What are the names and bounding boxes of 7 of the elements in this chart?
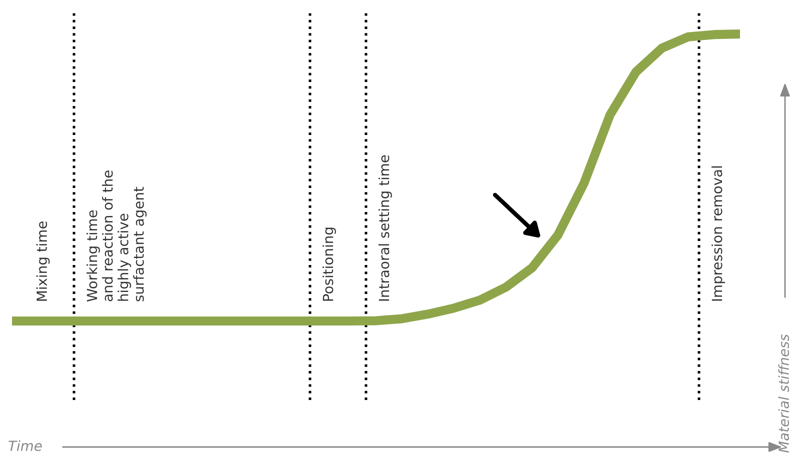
annotation: Mixing time	[36, 221, 50, 301]
annotation: Intraoral setting time	[378, 155, 392, 301]
annotation: Impression removal	[712, 166, 725, 301]
annotation: Working time and reaction of the highly active surfactant agent	[86, 170, 147, 302]
annotation: Positioning	[322, 228, 336, 301]
text: Time	[8, 440, 42, 452]
y-axis-title: Material stiffness	[778, 334, 790, 453]
